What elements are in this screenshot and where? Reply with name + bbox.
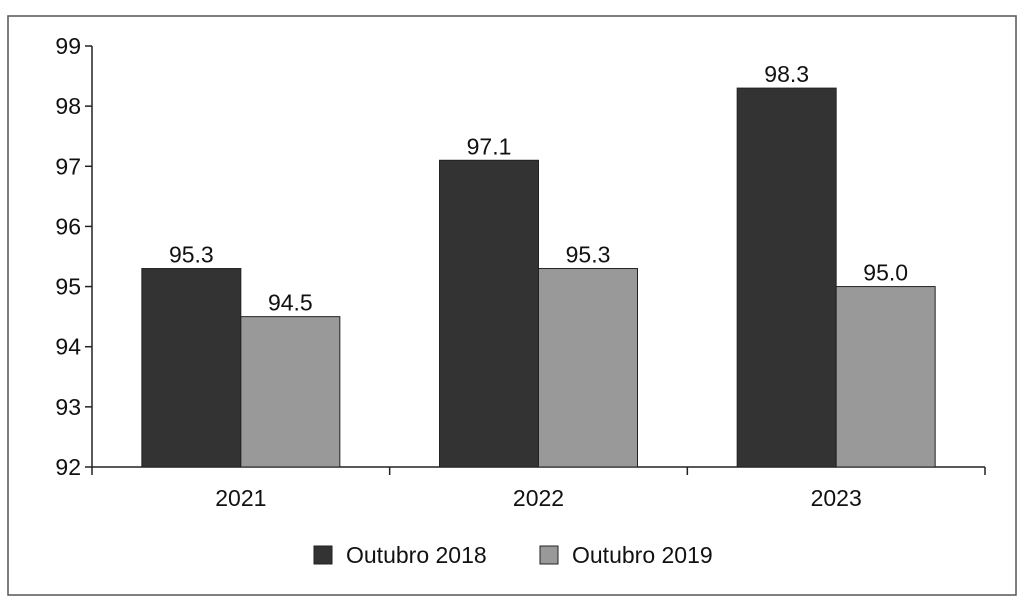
bars — [141, 87, 936, 468]
bar — [141, 268, 242, 468]
legend-label: Outubro 2018 — [346, 542, 487, 568]
bar — [439, 159, 539, 468]
y-tick-label: 92 — [55, 454, 81, 480]
legend-label: Outubro 2019 — [572, 542, 713, 568]
bar — [835, 286, 936, 468]
data-label: 95.3 — [566, 242, 611, 268]
y-tick-label: 97 — [55, 153, 81, 179]
y-tick-label: 96 — [55, 213, 81, 239]
y-tick-label: 93 — [55, 394, 81, 420]
y-tick-label: 99 — [55, 33, 81, 59]
bar-labels: 95.3 94.5 97.1 95.3 98.3 95.0 — [169, 61, 908, 316]
data-label: 94.5 — [268, 290, 313, 316]
legend-swatch — [313, 545, 333, 565]
y-tick-label: 95 — [55, 274, 81, 300]
legend: Outubro 2018 Outubro 2019 — [313, 542, 713, 568]
bar — [736, 87, 837, 468]
data-label: 98.3 — [764, 61, 809, 87]
data-label: 95.0 — [863, 260, 908, 286]
y-axis: 92 93 94 95 96 97 98 99 — [55, 33, 93, 480]
y-tick-label: 98 — [55, 93, 81, 119]
x-tick-label: 2021 — [215, 485, 266, 511]
bar — [538, 268, 638, 468]
x-tick-label: 2023 — [811, 485, 862, 511]
data-label: 97.1 — [467, 133, 512, 159]
bar — [240, 316, 341, 468]
x-tick-label: 2022 — [513, 485, 564, 511]
y-tick-label: 94 — [55, 334, 81, 360]
legend-swatch — [539, 545, 559, 565]
data-label: 95.3 — [169, 242, 214, 268]
